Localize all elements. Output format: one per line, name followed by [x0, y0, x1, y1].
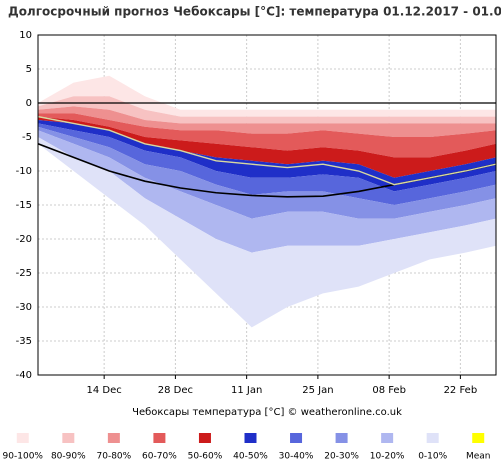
y-tick-label: -40: [16, 370, 32, 381]
legend-label: 50-60%: [188, 452, 223, 462]
band-area: [38, 75, 496, 117]
legend-label: 90-100%: [3, 452, 44, 462]
x-tick-label: 11 Jan: [231, 385, 262, 396]
legend-label: 0-10%: [418, 452, 447, 462]
legend-swatch: [62, 433, 75, 443]
legend-label: 30-40%: [279, 452, 314, 462]
x-tick-label: 14 Dec: [87, 385, 122, 396]
x-tick-label: 22 Feb: [444, 385, 478, 396]
legend-label: 20-30%: [324, 452, 359, 462]
legend-label: 40-50%: [233, 452, 268, 462]
legend-swatch: [153, 433, 166, 443]
y-tick-label: -35: [16, 336, 32, 347]
legend-label: 80-90%: [51, 452, 86, 462]
x-tick-label: 28 Dec: [158, 385, 193, 396]
legend-label: 70-80%: [97, 452, 132, 462]
legend-label: 10-20%: [370, 452, 405, 462]
x-tick-label: 25 Jan: [302, 385, 333, 396]
band-area: [38, 120, 496, 192]
y-tick-label: -25: [16, 268, 32, 279]
legend-swatch: [198, 433, 211, 443]
y-tick-label: -10: [16, 166, 32, 177]
band-area: [38, 130, 496, 253]
y-tick-label: 5: [26, 64, 32, 75]
chart-title: Долгосрочный прогноз Чебоксары [°C]: тем…: [8, 5, 501, 19]
x-axis-label: Чебоксары температура [°C] © weatheronli…: [132, 407, 402, 418]
legend-swatch: [381, 433, 394, 443]
y-tick-label: 0: [26, 98, 32, 109]
legend-swatch: [472, 433, 485, 443]
y-tick-label: -30: [16, 302, 32, 313]
band-area: [38, 137, 496, 328]
y-tick-label: -5: [22, 132, 32, 143]
y-tick-label: 10: [19, 30, 32, 41]
legend-swatch: [244, 433, 257, 443]
y-tick-label: -15: [16, 200, 32, 211]
mean-line: [38, 115, 496, 186]
legend-swatch: [290, 433, 303, 443]
legend-swatch: [426, 433, 439, 443]
plot-frame: [37, 34, 497, 376]
y-tick-label: -20: [16, 234, 32, 245]
legend-label: 60-70%: [142, 452, 177, 462]
bands: [38, 35, 496, 375]
band-area: [38, 113, 496, 158]
band-area: [38, 123, 496, 205]
band-area: [38, 126, 496, 219]
legend-swatch: [16, 433, 29, 443]
legend-swatch: [107, 433, 120, 443]
band-area: [38, 106, 496, 137]
legend-label: Mean: [466, 452, 491, 462]
legend-swatch: [335, 433, 348, 443]
band-area: [38, 96, 496, 124]
x-tick-label: 08 Feb: [372, 385, 406, 396]
band-area: [38, 116, 496, 178]
